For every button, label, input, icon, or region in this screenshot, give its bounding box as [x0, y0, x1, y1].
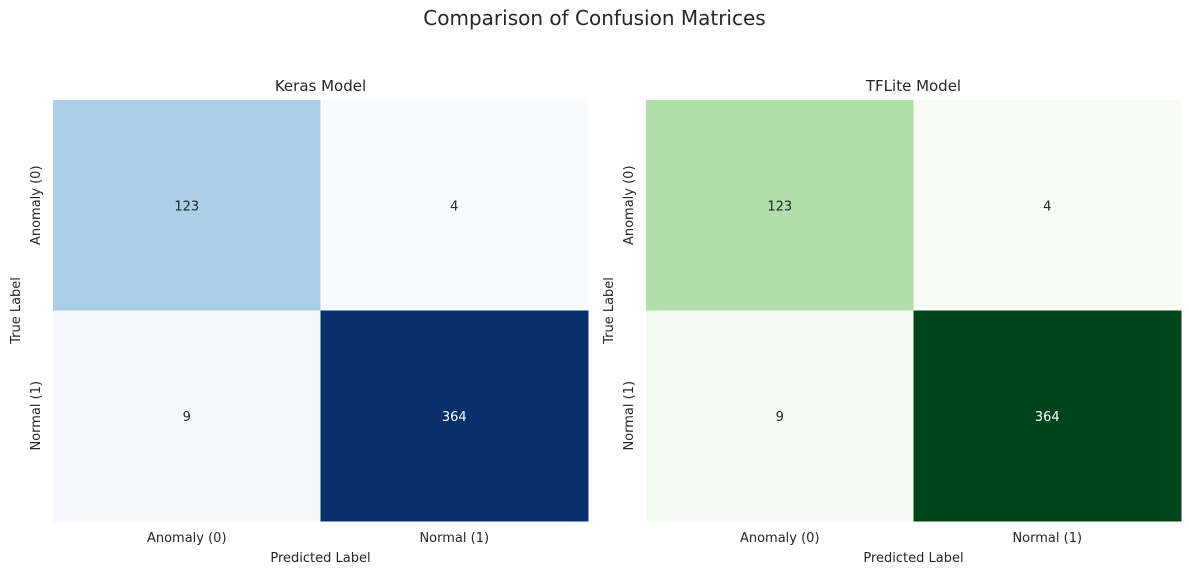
tflite-x-tick-label-0: Anomaly (0) [740, 531, 820, 546]
keras-cell-r0-c0 [53, 100, 321, 311]
keras-cell-r1-c0 [53, 310, 321, 522]
tflite-heatmap: TFLite Model 123 4 9 364 Anomaly (0) Normal (1… [602, 77, 1182, 566]
keras-value-label-r1-c1: 364 [442, 410, 467, 425]
tflite-y-axis-label: True Label [602, 277, 617, 345]
keras-value-label-r1-c0: 9 [183, 410, 191, 425]
keras-title: Keras Model [275, 77, 366, 95]
tflite-cell-r1-c1 [913, 310, 1182, 522]
keras-cell-r0-c1 [320, 100, 589, 311]
tflite-cell-r1-c0 [646, 310, 914, 522]
tflite-y-tick-label-0: Anomaly (0) [622, 165, 637, 245]
tflite-cell-r0-c1 [913, 100, 1182, 311]
tflite-value-label-r0-c0: 123 [767, 199, 792, 214]
keras-cell-r1-c1 [320, 310, 589, 522]
tflite-x-axis-label: Predicted Label [863, 551, 963, 566]
keras-y-tick-label-1: Normal (1) [29, 381, 44, 451]
keras-x-tick-label-0: Anomaly (0) [147, 531, 227, 546]
figure-title: Comparison of Confusion Matrices [423, 6, 766, 30]
keras-heatmap: Keras Model 123 4 9 364 Anomaly (0) Normal (1)… [9, 77, 589, 566]
tflite-x-tick-label-1: Normal (1) [1012, 531, 1082, 546]
tflite-value-label-r1-c1: 364 [1035, 410, 1060, 425]
keras-value-label-r0-c0: 123 [174, 199, 199, 214]
tflite-value-label-r1-c0: 9 [776, 410, 784, 425]
tflite-value-label-r0-c1: 4 [1043, 199, 1051, 214]
keras-value-label-r0-c1: 4 [450, 199, 458, 214]
keras-x-axis-label: Predicted Label [270, 551, 370, 566]
keras-x-tick-label-1: Normal (1) [419, 531, 489, 546]
tflite-cell-r0-c0 [646, 100, 914, 311]
keras-y-tick-label-0: Anomaly (0) [29, 165, 44, 245]
keras-y-axis-label: True Label [9, 277, 24, 345]
tflite-title: TFLite Model [865, 77, 961, 95]
tflite-y-tick-label-1: Normal (1) [622, 381, 637, 451]
